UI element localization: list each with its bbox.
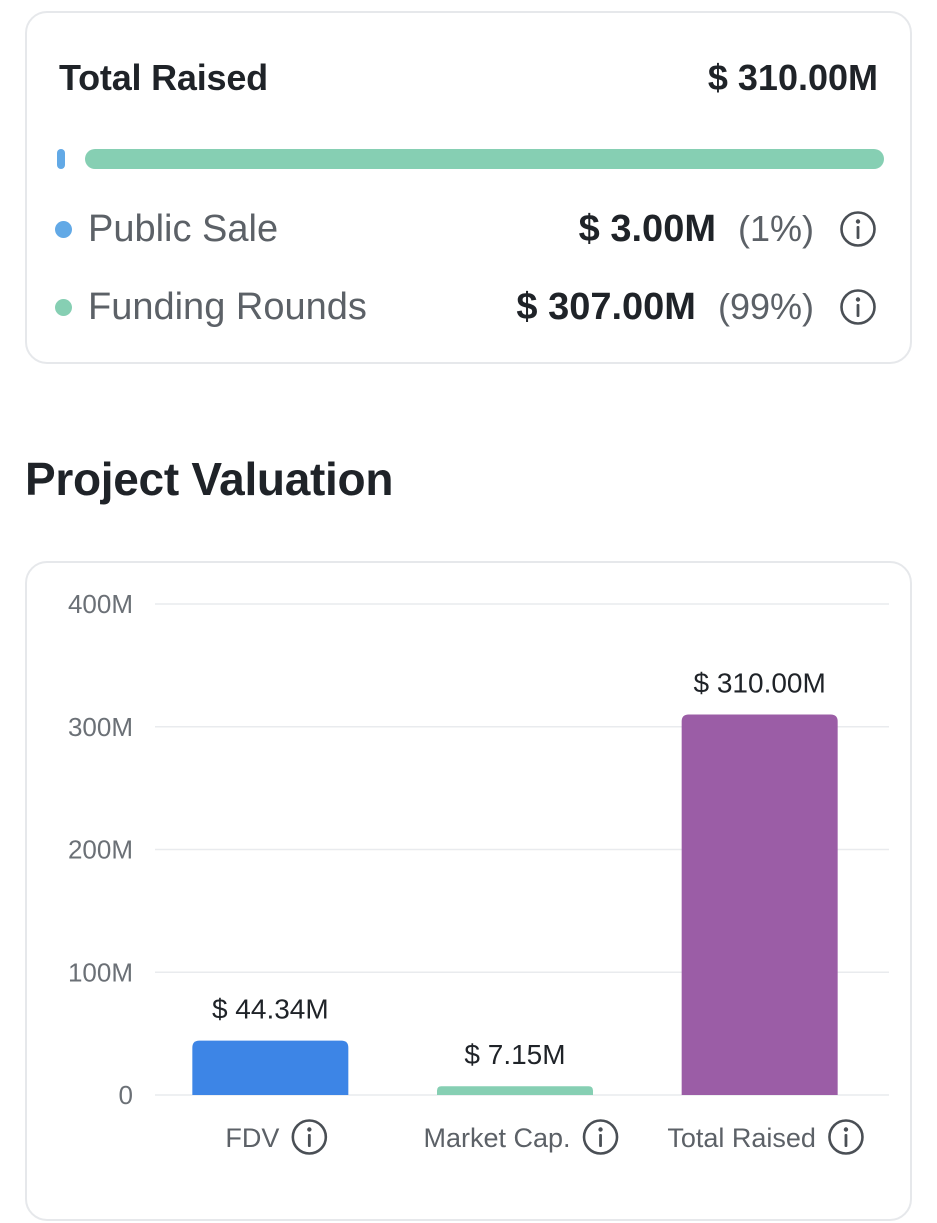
y-tick-label: 200M xyxy=(68,835,133,865)
x-tick-label: Total Raised xyxy=(667,1123,816,1153)
valuation-bar-chart: 0 100M 200M 300M 400M $ 44.34M FDV $ 7.15M Marke… xyxy=(68,589,889,1155)
info-icon[interactable] xyxy=(291,1119,328,1155)
bar-data-label: $ 7.15M xyxy=(464,1039,565,1070)
x-tick-label: Market Cap. xyxy=(423,1123,570,1153)
funding-rounds-label: Funding Rounds xyxy=(88,285,367,328)
info-icon[interactable] xyxy=(828,1119,864,1155)
funding-rounds-percent: (99%) xyxy=(717,286,814,327)
y-tick-label: 100M xyxy=(68,957,133,987)
total-raised-title: Total Raised xyxy=(59,57,268,98)
info-icon[interactable] xyxy=(582,1119,619,1155)
info-icon[interactable] xyxy=(838,209,878,249)
public-sale-label: Public Sale xyxy=(88,207,279,250)
funding-rounds-segment xyxy=(85,149,884,169)
bar-total-raised xyxy=(681,714,838,1095)
total-raised-amount: $ 310.00M xyxy=(707,57,878,98)
public-sale-segment xyxy=(57,149,65,169)
funding-rounds-dot xyxy=(55,298,72,316)
y-tick-label: 300M xyxy=(68,712,133,742)
bar-market-cap xyxy=(437,1086,593,1095)
bar-data-label: $ 44.34M xyxy=(212,994,329,1025)
total-raised-card: Total Raised $ 310.00M Public Sale $ 3.0… xyxy=(25,11,912,364)
public-sale-amount: $ 3.00M xyxy=(578,207,716,250)
public-sale-percent: (1%) xyxy=(737,208,814,249)
project-valuation-title: Project Valuation xyxy=(25,453,394,505)
public-sale-row: Public Sale $ 3.00M (1%) xyxy=(55,204,878,254)
y-tick-label: 0 xyxy=(119,1080,133,1110)
info-icon[interactable] xyxy=(838,287,878,327)
y-tick-label: 400M xyxy=(68,589,133,619)
public-sale-dot xyxy=(55,220,72,238)
raised-breakdown-bar xyxy=(57,149,884,169)
bar-data-label: $ 310.00M xyxy=(694,667,826,698)
funding-rounds-row: Funding Rounds $ 307.00M (99%) xyxy=(55,282,878,332)
funding-rounds-amount: $ 307.00M xyxy=(516,285,696,328)
total-raised-header: Total Raised $ 310.00M xyxy=(59,57,878,99)
valuation-chart-card: 0 100M 200M 300M 400M $ 44.34M FDV $ 7.15M Marke… xyxy=(25,561,912,1221)
bar-fdv xyxy=(192,1040,349,1095)
x-tick-label: FDV xyxy=(225,1123,279,1153)
